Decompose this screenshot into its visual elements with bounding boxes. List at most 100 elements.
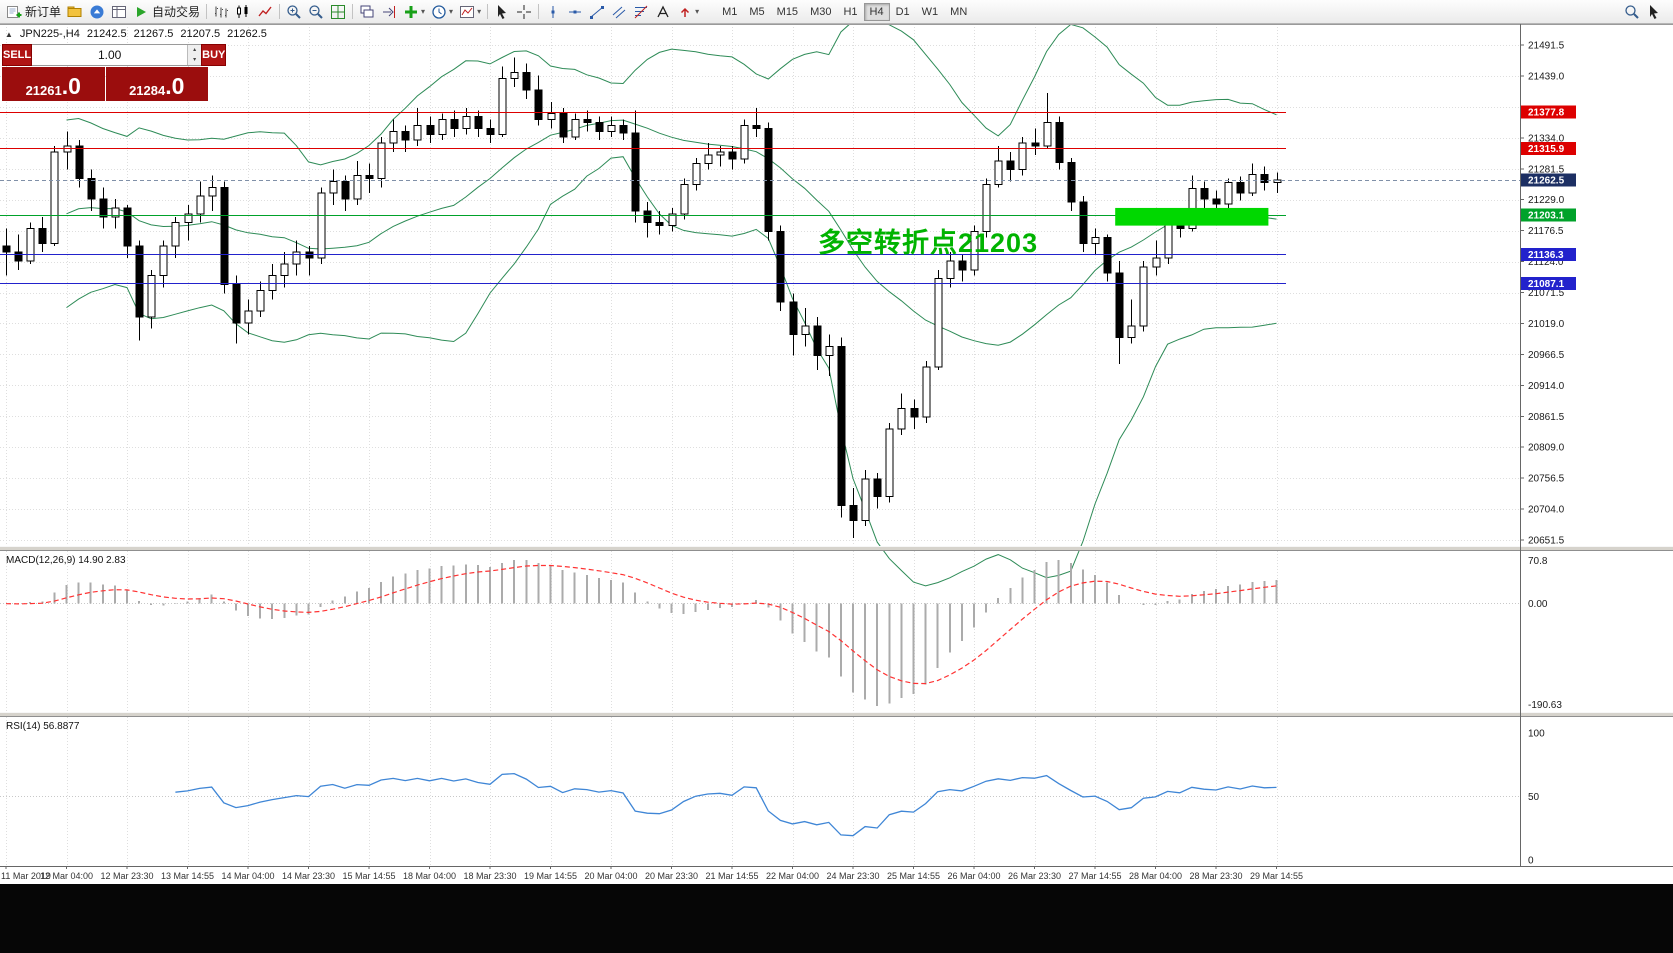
search-button[interactable]: [1621, 2, 1643, 22]
template-icon: [460, 5, 475, 18]
buy-price-pips: .0: [165, 73, 185, 100]
bollinger-upper-band: [66, 20, 1277, 166]
indicators-button[interactable]: ▾: [400, 2, 428, 22]
pane-divider[interactable]: [0, 712, 1673, 717]
vertical-line-button[interactable]: [542, 2, 564, 22]
zoom-in-icon: [287, 4, 301, 19]
trade-panel-top-row: SELL ▴ ▾ BUY: [2, 44, 227, 66]
price-axis-label: 21281.5: [1528, 164, 1565, 175]
data-window-icon: [112, 5, 127, 18]
price-axis-label: 20914.0: [1528, 381, 1565, 392]
market-watch-button[interactable]: [86, 2, 108, 22]
price-axis-label: 20966.5: [1528, 350, 1565, 361]
cascade-windows-button[interactable]: [356, 2, 378, 22]
toolbar-separator: [206, 4, 208, 19]
trendline-button[interactable]: [586, 2, 608, 22]
volume-stepper[interactable]: ▴ ▾: [32, 44, 202, 66]
price-axis-label: 21491.5: [1528, 41, 1565, 52]
new-order-button[interactable]: 新订单: [3, 2, 64, 22]
rsi-line: [175, 772, 1277, 837]
crosshair-button[interactable]: [513, 2, 535, 22]
buy-price[interactable]: 21284 .0: [105, 67, 208, 101]
zoom-out-button[interactable]: [305, 2, 327, 22]
volume-input[interactable]: [32, 45, 188, 65]
price-axis-label: 20809.0: [1528, 443, 1565, 454]
line-chart-button[interactable]: [254, 2, 276, 22]
channel-button[interactable]: [608, 2, 630, 22]
price-badge-21087.1: [1521, 276, 1576, 290]
sell-button[interactable]: SELL: [2, 44, 33, 66]
sell-price-pips: .0: [61, 73, 81, 100]
pointer-button[interactable]: [1643, 2, 1665, 22]
periods-button[interactable]: ▾: [428, 2, 456, 22]
chart-shift-button[interactable]: [378, 2, 400, 22]
dropdown-icon: ▾: [477, 7, 482, 16]
dropdown-icon: ▾: [695, 7, 700, 16]
toolbar-separator: [279, 4, 281, 19]
market-watch-icon: [90, 5, 104, 18]
time-axis-label: 13 Mar 14:55: [161, 871, 214, 881]
zoom-in-button[interactable]: [283, 2, 305, 22]
horizontal-level-lines: [0, 112, 1520, 284]
timeframe-h4-button[interactable]: H4: [863, 2, 890, 21]
horizontal-line-button[interactable]: [564, 2, 586, 22]
volume-up-button[interactable]: ▴: [188, 45, 202, 55]
buy-button[interactable]: BUY: [201, 44, 227, 66]
price-badge-label: 21262.5: [1528, 175, 1565, 186]
search-icon: [1625, 4, 1639, 19]
time-axis-label: 21 Mar 14:55: [705, 871, 758, 881]
cursor-button[interactable]: [491, 2, 513, 22]
crosshair-icon: [517, 4, 532, 19]
price-axis-label: 21176.5: [1528, 226, 1564, 237]
timeframe-d1-button[interactable]: D1: [890, 3, 916, 21]
tile-windows-button[interactable]: [327, 2, 349, 22]
price-axis-label: 21229.0: [1528, 195, 1565, 206]
price-axis[interactable]: 21491.5 21439.0 21334.0 21281.5 21229.0 21176…: [6, 41, 1576, 867]
highlight-rectangle[interactable]: [1115, 207, 1269, 226]
text-tool-button[interactable]: [652, 2, 674, 22]
timeframe-w1-button[interactable]: W1: [916, 3, 945, 21]
macd-histogram: [17, 560, 1278, 706]
bar-chart-button[interactable]: [210, 2, 232, 22]
toolbar-separator: [352, 4, 354, 19]
clock-icon: [432, 4, 446, 19]
price-badge-21315.9: [1521, 141, 1576, 155]
time-axis-label: 14 Mar 04:00: [221, 871, 274, 881]
sell-price[interactable]: 21261 .0: [2, 67, 105, 101]
zoom-out-icon: [309, 4, 323, 19]
high-value: 21267.5: [133, 28, 174, 40]
dropdown-icon: ▾: [421, 7, 426, 16]
collapse-one-click-icon[interactable]: ▲: [5, 29, 13, 39]
timeframe-m30-button[interactable]: M30: [804, 3, 837, 21]
pointer-icon: [1650, 4, 1658, 19]
candlestick-chart-button[interactable]: [232, 2, 254, 22]
arrows-tool-button[interactable]: ▾: [674, 2, 702, 22]
time-axis-label: 28 Mar 23:30: [1189, 871, 1242, 881]
timeframe-mn-button[interactable]: MN: [944, 3, 973, 21]
price-badge-label: 21377.8: [1528, 108, 1565, 119]
cursor-icon: [498, 4, 507, 19]
price-badge-label: 21203.1: [1528, 210, 1565, 221]
timeframe-h1-button[interactable]: H1: [837, 3, 863, 21]
low-value: 21207.5: [180, 28, 221, 40]
timeframe-m5-button[interactable]: M5: [743, 3, 770, 21]
volume-down-button[interactable]: ▾: [188, 55, 202, 65]
templates-button[interactable]: ▾: [456, 2, 484, 22]
macd-scale-min: -190.63: [1528, 700, 1562, 711]
profiles-button[interactable]: [64, 2, 86, 22]
one-click-trading-panel: SELL ▴ ▾ BUY 21261 .0 21284 .0: [2, 44, 227, 101]
arrow-tool-icon: [681, 7, 690, 17]
chart-annotation-text: 多空转折点21203: [818, 228, 1039, 258]
time-axis-label: 11 Mar 2019: [1, 871, 51, 881]
price-axis-label: 21334.0: [1528, 133, 1565, 144]
fibonacci-button[interactable]: [630, 2, 652, 22]
macd-label: MACD(12,26,9) 14.90 2.83: [6, 555, 126, 566]
price-badge-label: 21087.1: [1528, 279, 1565, 290]
timeframe-m1-button[interactable]: M1: [716, 3, 743, 21]
data-window-button[interactable]: [108, 2, 130, 22]
auto-trading-button[interactable]: 自动交易: [130, 2, 203, 22]
pane-divider[interactable]: [0, 546, 1673, 551]
timeframe-m15-button[interactable]: M15: [771, 3, 804, 21]
